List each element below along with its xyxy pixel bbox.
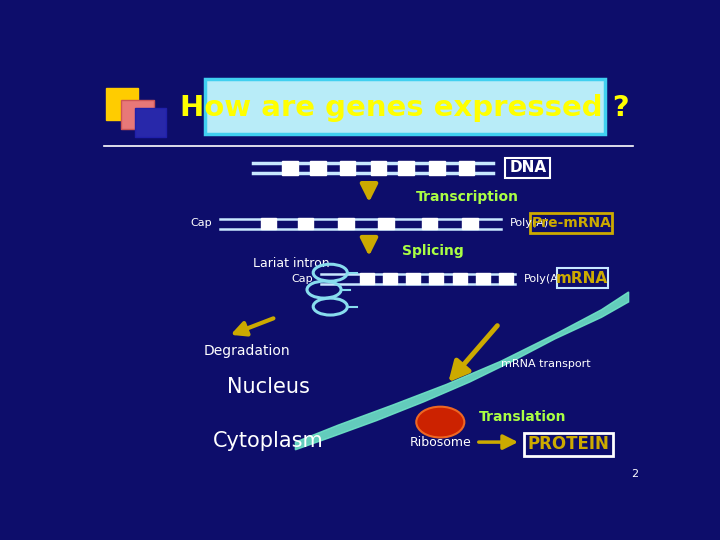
Bar [261, 218, 276, 229]
Bar [121, 100, 153, 130]
Text: Lariat intron: Lariat intron [253, 257, 330, 270]
Text: Translation: Translation [479, 410, 566, 424]
Bar [557, 268, 608, 288]
Bar [204, 79, 605, 134]
Bar [371, 161, 386, 175]
Text: DNA: DNA [509, 160, 546, 176]
Bar [505, 158, 550, 178]
Text: mRNA: mRNA [556, 271, 608, 286]
Bar [282, 161, 297, 175]
Bar [398, 161, 414, 175]
Bar [429, 161, 445, 175]
Bar [406, 273, 420, 284]
Text: Degradation: Degradation [203, 344, 290, 358]
Text: Ribosome: Ribosome [410, 436, 471, 449]
Text: Pre-mRNA: Pre-mRNA [531, 215, 611, 230]
Bar [476, 273, 490, 284]
Bar [135, 108, 166, 137]
Bar [106, 88, 138, 120]
Text: Cap: Cap [292, 274, 313, 284]
Text: Cytoplasm: Cytoplasm [213, 430, 323, 450]
Bar [462, 218, 477, 229]
Bar [530, 213, 612, 233]
Bar [453, 273, 467, 284]
Bar [422, 218, 437, 229]
Bar [378, 218, 394, 229]
Bar [459, 161, 474, 175]
Text: 2: 2 [631, 469, 639, 480]
Text: Cap: Cap [191, 218, 212, 228]
Bar [340, 161, 355, 175]
Text: Poly(A): Poly(A) [524, 274, 563, 284]
Text: Nucleus: Nucleus [227, 377, 310, 397]
Text: Transcription: Transcription [415, 190, 518, 204]
Bar [338, 218, 354, 229]
Bar [499, 273, 513, 284]
Bar [360, 273, 374, 284]
Text: Poly(A): Poly(A) [510, 218, 549, 228]
Bar [524, 433, 613, 456]
Polygon shape [295, 292, 629, 450]
Text: How are genes expressed ?: How are genes expressed ? [180, 94, 629, 122]
Bar [383, 273, 397, 284]
Bar [429, 273, 444, 284]
Text: mRNA transport: mRNA transport [501, 359, 590, 369]
Bar [297, 218, 313, 229]
Text: PROTEIN: PROTEIN [527, 435, 609, 454]
Text: Splicing: Splicing [402, 244, 463, 258]
Bar [310, 161, 325, 175]
Ellipse shape [416, 407, 464, 437]
